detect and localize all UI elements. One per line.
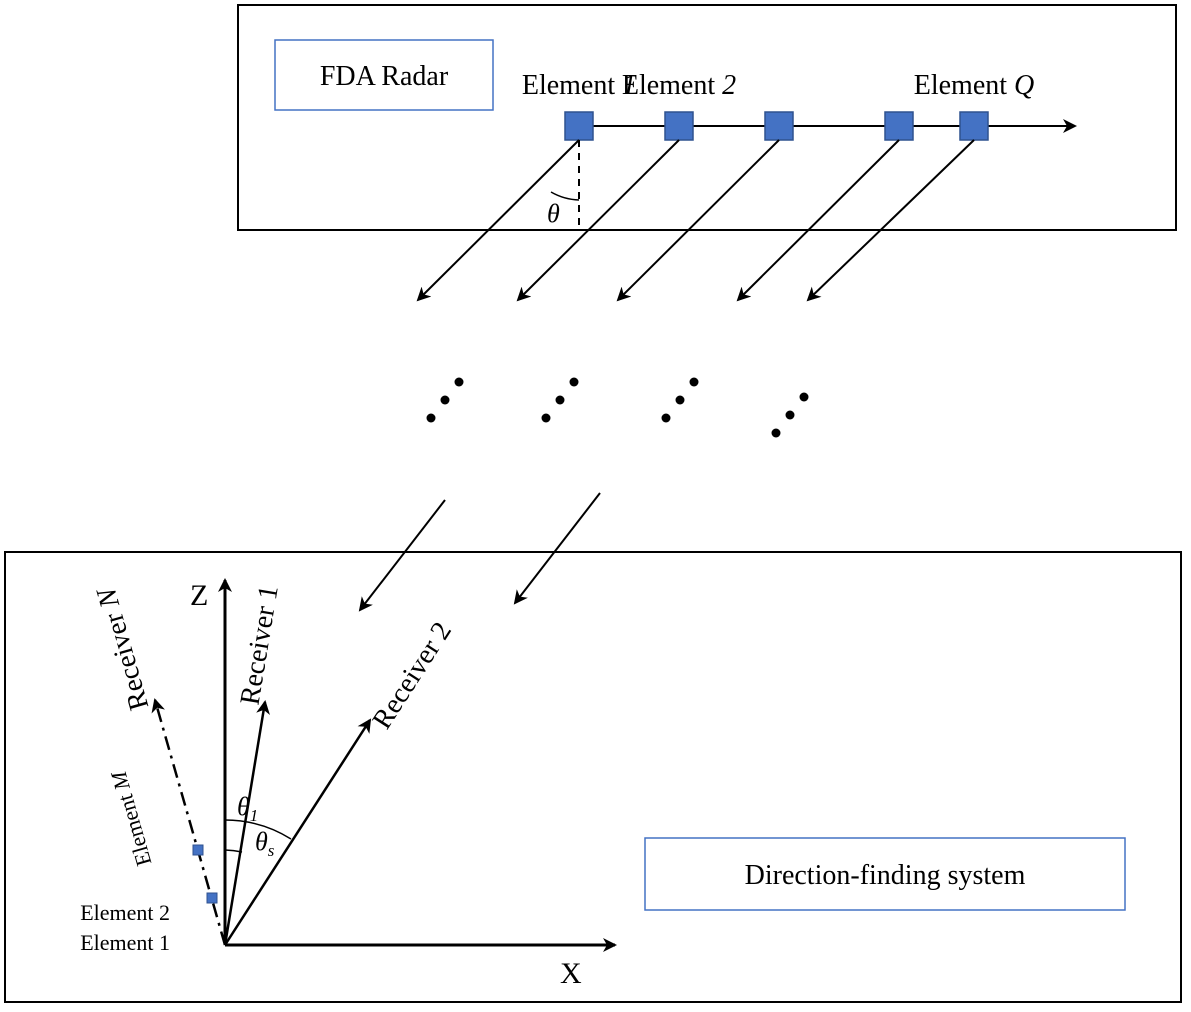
recv-element-2 (193, 845, 203, 855)
receiver-2-label: Receiver 2 (367, 617, 458, 735)
element-label-n1: Element 1 (522, 70, 636, 101)
ellipsis-dot (772, 429, 781, 438)
receiver-2-arrow (225, 720, 370, 945)
theta-label: θ (547, 199, 560, 228)
emit-arrow-5 (808, 140, 974, 300)
emit-arrow-2 (518, 140, 679, 300)
receiver-1-arrow (225, 702, 265, 945)
thetas-label: θs (255, 827, 275, 860)
element-label-n2: Element 2 (622, 70, 736, 101)
fda-element-2 (665, 112, 693, 140)
fda-element-3 (765, 112, 793, 140)
ellipsis-dot (427, 414, 436, 423)
df-system-box (5, 552, 1181, 1002)
ellipsis-dot (542, 414, 551, 423)
ellipsis-dot (556, 396, 565, 405)
fda-element-1 (565, 112, 593, 140)
fda-label: FDA Radar (320, 61, 449, 92)
receive-arrow-1 (360, 500, 445, 610)
ellipsis-dot (441, 396, 450, 405)
receiver-1-label: Receiver 1 (235, 583, 285, 707)
theta1-label: θ1 (237, 792, 258, 825)
emit-arrow-3 (618, 140, 779, 300)
element-label-nq: Element Q (914, 70, 1035, 101)
ellipsis-dot (570, 378, 579, 387)
fda-element-5 (960, 112, 988, 140)
fda-element-4 (885, 112, 913, 140)
df-label: Direction-finding system (745, 860, 1026, 891)
z-label: Z (190, 579, 208, 612)
receive-arrow-2 (515, 493, 600, 603)
emit-arrow-4 (738, 140, 899, 300)
diagram-svg: FDA RadarElement 1Element 2Element QθDir… (0, 0, 1191, 1012)
fda-radar-box (238, 5, 1176, 230)
receiver-n-label: Receiver N (91, 583, 156, 713)
recv-element-2-label: Element 2 (80, 900, 170, 925)
recv-element-1 (207, 893, 217, 903)
recv-element-1-label: Element 1 (80, 930, 170, 955)
ellipsis-dot (690, 378, 699, 387)
recv-element-m-label: Element M (105, 767, 156, 869)
ellipsis-dot (455, 378, 464, 387)
ellipsis-dot (800, 393, 809, 402)
ellipsis-dot (676, 396, 685, 405)
diagram-canvas: FDA RadarElement 1Element 2Element QθDir… (0, 0, 1191, 1012)
x-label: X (560, 957, 582, 990)
ellipsis-dot (662, 414, 671, 423)
ellipsis-dot (786, 411, 795, 420)
